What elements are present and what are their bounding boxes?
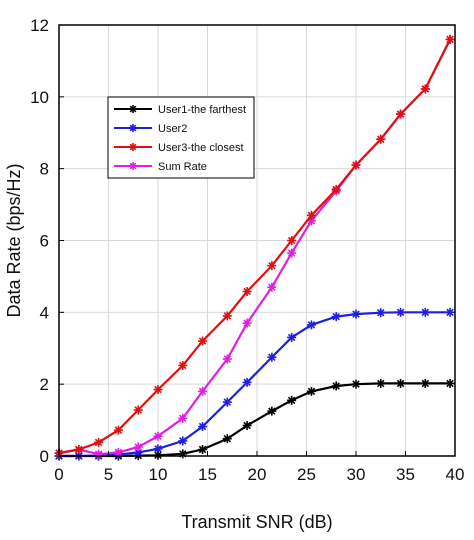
data-point-marker xyxy=(376,378,386,388)
x-tick-label: 15 xyxy=(198,465,217,484)
x-tick-label: 10 xyxy=(149,465,168,484)
data-point-marker xyxy=(94,449,104,459)
data-point-marker xyxy=(222,354,232,364)
data-point-marker xyxy=(178,360,188,370)
data-point-marker xyxy=(153,385,163,395)
data-point-marker xyxy=(331,312,341,322)
data-point-marker xyxy=(153,431,163,441)
data-point-marker xyxy=(396,378,406,388)
legend-marker xyxy=(129,162,137,170)
data-point-marker xyxy=(420,378,430,388)
data-point-marker xyxy=(198,386,208,396)
data-point-marker xyxy=(222,311,232,321)
data-point-marker xyxy=(267,261,277,271)
data-point-marker xyxy=(376,134,386,144)
data-point-marker xyxy=(306,210,316,220)
data-point-marker xyxy=(74,445,84,455)
data-point-marker xyxy=(445,378,455,388)
data-point-marker xyxy=(222,434,232,444)
data-point-marker xyxy=(198,336,208,346)
data-point-marker xyxy=(222,397,232,407)
series-line xyxy=(59,382,451,458)
x-tick-label: 0 xyxy=(54,465,63,484)
data-point-marker xyxy=(242,318,252,328)
data-point-marker xyxy=(287,395,297,405)
series-layer xyxy=(54,34,455,461)
data-point-marker xyxy=(445,307,455,317)
data-point-marker xyxy=(178,449,188,459)
data-point-marker xyxy=(133,442,143,452)
legend-marker xyxy=(129,105,137,113)
data-point-marker xyxy=(267,352,277,362)
legend-entry: User2 xyxy=(158,123,187,135)
data-point-marker xyxy=(306,386,316,396)
data-point-marker xyxy=(306,320,316,330)
legend-marker xyxy=(129,143,137,151)
data-point-marker xyxy=(420,307,430,317)
y-tick-label: 6 xyxy=(40,232,49,251)
legend-entry: User1-the farthest xyxy=(158,104,246,116)
x-tick-label: 20 xyxy=(248,465,267,484)
legend: User1-the farthest User2 User3-the closest… xyxy=(107,96,255,179)
y-tick-label: 8 xyxy=(40,160,49,179)
axis-ticks: 0 5 10 15 20 25 30 35 40 0 2 4 6 8 10 12 xyxy=(30,16,464,484)
data-point-marker xyxy=(331,381,341,391)
data-point-marker xyxy=(445,34,455,44)
data-point-marker xyxy=(267,282,277,292)
data-point-marker xyxy=(351,379,361,389)
y-tick-label: 10 xyxy=(30,88,49,107)
y-tick-label: 2 xyxy=(40,375,49,394)
data-point-marker xyxy=(198,422,208,432)
data-point-marker xyxy=(331,184,341,194)
data-point-marker xyxy=(287,332,297,342)
x-tick-label: 25 xyxy=(297,465,316,484)
grid-lines xyxy=(58,24,456,457)
data-point-marker xyxy=(242,420,252,430)
data-point-marker xyxy=(267,406,277,416)
legend-entry: Sum Rate xyxy=(158,161,207,173)
legend-entry: User3-the closest xyxy=(158,142,244,154)
data-point-marker xyxy=(287,248,297,258)
y-axis-label: Data Rate (bps/Hz) xyxy=(4,163,24,317)
data-point-marker xyxy=(198,445,208,455)
x-tick-label: 5 xyxy=(104,465,113,484)
data-point-marker xyxy=(94,437,104,447)
y-tick-label: 4 xyxy=(40,303,49,322)
data-point-marker xyxy=(396,109,406,119)
data-point-marker xyxy=(396,307,406,317)
data-point-marker xyxy=(242,287,252,297)
legend-marker xyxy=(129,124,137,132)
x-tick-label: 35 xyxy=(396,465,415,484)
data-point-marker xyxy=(178,436,188,446)
y-tick-label: 0 xyxy=(40,447,49,466)
data-point-marker xyxy=(287,236,297,245)
data-point-marker xyxy=(351,160,361,170)
data-point-marker xyxy=(420,84,430,94)
data-point-marker xyxy=(133,405,143,415)
data-point-marker xyxy=(242,377,252,387)
data-point-marker xyxy=(113,425,123,435)
data-point-marker xyxy=(351,309,361,319)
y-tick-label: 12 xyxy=(30,16,49,35)
data-point-marker xyxy=(178,413,188,423)
x-tick-label: 30 xyxy=(347,465,366,484)
x-axis-label: Transmit SNR (dB) xyxy=(181,512,332,532)
data-point-marker xyxy=(376,308,386,318)
x-tick-label: 40 xyxy=(446,465,465,484)
